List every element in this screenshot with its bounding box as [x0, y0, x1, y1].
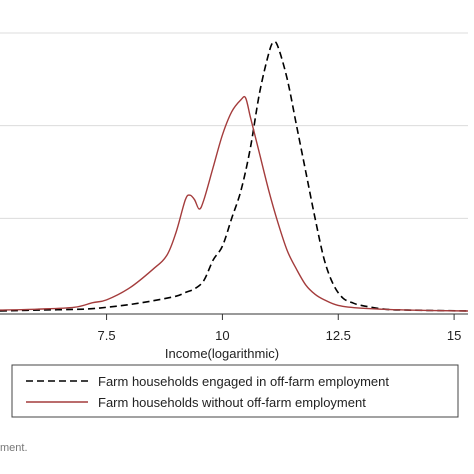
x-tick-label: 7.5 — [98, 328, 116, 343]
series-lines — [0, 40, 469, 312]
legend-label-1: Farm households engaged in off-farm empl… — [98, 374, 389, 389]
gridlines — [0, 32, 468, 219]
x-tick-label: 15 — [447, 328, 461, 343]
x-ticks: 7.5 10 12.5 15 — [98, 314, 461, 343]
series-line-2 — [0, 95, 469, 312]
x-tick-label: 12.5 — [326, 328, 351, 343]
legend-box — [11, 364, 459, 418]
figure-caption-fragment: ment. — [0, 442, 28, 454]
series-line-1 — [0, 40, 469, 312]
x-axis-title: Income(logarithmic) — [165, 346, 279, 361]
legend: Farm households engaged in off-farm empl… — [11, 364, 459, 418]
legend-label-2: Farm households without off-farm employm… — [98, 395, 366, 410]
x-tick-label: 10 — [215, 328, 229, 343]
